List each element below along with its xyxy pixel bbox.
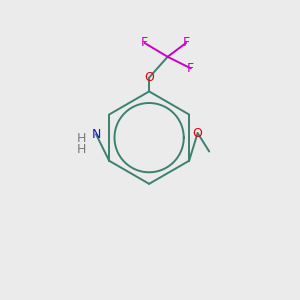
Text: F: F: [141, 36, 148, 50]
Text: H: H: [76, 143, 86, 156]
Text: F: F: [182, 36, 190, 50]
Text: F: F: [187, 62, 194, 75]
Text: H: H: [76, 132, 86, 145]
Text: N: N: [91, 128, 101, 141]
Text: O: O: [193, 127, 202, 140]
Text: O: O: [144, 71, 154, 84]
